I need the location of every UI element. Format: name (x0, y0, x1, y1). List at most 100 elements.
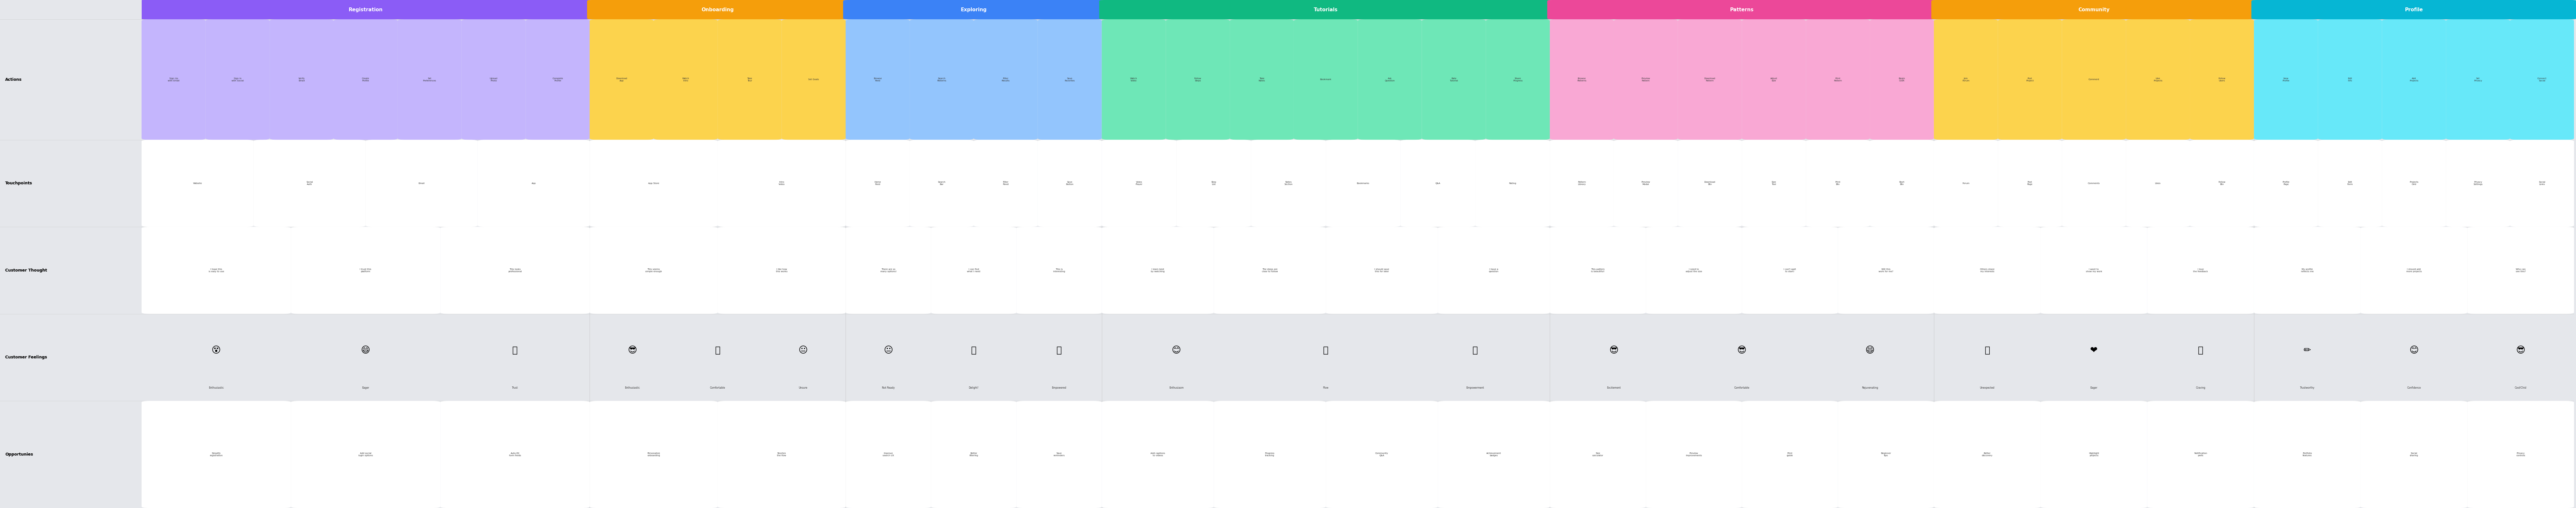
Text: Sign Up
with Email: Sign Up with Email (167, 77, 180, 82)
Text: Onboarding: Onboarding (701, 7, 734, 12)
Text: Projects
Grid: Projects Grid (2409, 181, 2419, 185)
FancyBboxPatch shape (2190, 19, 2254, 140)
FancyBboxPatch shape (1935, 140, 1999, 227)
FancyBboxPatch shape (252, 140, 366, 227)
FancyBboxPatch shape (1401, 140, 1476, 227)
Text: Download
App: Download App (616, 77, 626, 82)
Text: Registration: Registration (348, 7, 384, 12)
Text: My profile
reflects me: My profile reflects me (2300, 268, 2313, 272)
Text: Privacy
Settings: Privacy Settings (2473, 181, 2483, 185)
FancyBboxPatch shape (2061, 140, 2125, 227)
Text: This pattern
is beautiful!: This pattern is beautiful! (1592, 268, 1605, 272)
Text: The steps are
clear to follow: The steps are clear to follow (1262, 268, 1278, 272)
Text: Craving: Craving (2195, 387, 2205, 389)
FancyBboxPatch shape (1358, 19, 1422, 140)
FancyBboxPatch shape (1167, 19, 1229, 140)
FancyBboxPatch shape (477, 140, 590, 227)
Text: Eager: Eager (2089, 387, 2097, 389)
Text: I should save
this for later: I should save this for later (1376, 268, 1388, 272)
Text: Set Goals: Set Goals (809, 79, 819, 81)
Text: Pattern
Library: Pattern Library (1579, 181, 1587, 185)
Text: Start
Btn: Start Btn (1899, 181, 1904, 185)
FancyBboxPatch shape (1100, 0, 1553, 19)
Text: ❤️: ❤️ (2089, 346, 2097, 355)
FancyBboxPatch shape (526, 19, 590, 140)
Text: Excitement: Excitement (1607, 387, 1620, 389)
Text: Notification
prefs: Notification prefs (2195, 452, 2208, 457)
FancyBboxPatch shape (1677, 140, 1741, 227)
Text: Beginner
tips: Beginner tips (1880, 452, 1891, 457)
FancyBboxPatch shape (1177, 140, 1252, 227)
Text: This is
interesting: This is interesting (1054, 268, 1064, 272)
FancyBboxPatch shape (845, 227, 930, 314)
FancyBboxPatch shape (1837, 227, 1935, 314)
Text: I need to
adjust the size: I need to adjust the size (1685, 268, 1703, 272)
Text: Comments: Comments (2089, 182, 2099, 184)
FancyBboxPatch shape (1646, 227, 1741, 314)
Text: This looks
professional: This looks professional (507, 268, 523, 272)
Text: Privacy
controls: Privacy controls (2517, 452, 2524, 457)
Text: 😵: 😵 (211, 346, 222, 355)
FancyBboxPatch shape (1422, 19, 1486, 140)
Text: I should add
more projects: I should add more projects (2406, 268, 2421, 272)
Text: I can find
what I need: I can find what I need (966, 268, 981, 272)
Text: Customer Thought: Customer Thought (5, 268, 46, 272)
Text: ✏️: ✏️ (2303, 346, 2311, 355)
Text: Print
Btn: Print Btn (1834, 181, 1839, 185)
FancyBboxPatch shape (654, 19, 719, 140)
FancyBboxPatch shape (270, 19, 335, 140)
FancyBboxPatch shape (2254, 140, 2318, 227)
FancyBboxPatch shape (590, 227, 719, 314)
FancyBboxPatch shape (2190, 140, 2254, 227)
Text: Set
Privacy: Set Privacy (2473, 77, 2483, 82)
Text: Size
calculator: Size calculator (1592, 452, 1602, 457)
Bar (0, 0, 142, 508)
FancyBboxPatch shape (1806, 140, 1870, 227)
Text: Tutorials: Tutorials (1314, 7, 1337, 12)
Text: Step
List: Step List (1211, 181, 1216, 185)
Text: Better
discovery: Better discovery (1981, 452, 1994, 457)
Text: Create
Profile: Create Profile (361, 77, 368, 82)
FancyBboxPatch shape (142, 19, 206, 140)
Text: Opportunies: Opportunies (5, 452, 33, 457)
Text: Website: Website (193, 182, 201, 184)
Text: Upload
Photo: Upload Photo (489, 77, 497, 82)
FancyBboxPatch shape (1327, 227, 1437, 314)
FancyBboxPatch shape (1486, 19, 1551, 140)
Text: App: App (531, 182, 536, 184)
FancyBboxPatch shape (909, 19, 974, 140)
Text: Add
Projects: Add Projects (2409, 77, 2419, 82)
Text: Community: Community (2079, 7, 2110, 12)
FancyBboxPatch shape (1741, 140, 1806, 227)
FancyBboxPatch shape (590, 19, 654, 140)
Text: I love
the feedback: I love the feedback (2192, 268, 2208, 272)
FancyBboxPatch shape (397, 19, 461, 140)
Text: Touchpoints: Touchpoints (5, 181, 33, 185)
FancyBboxPatch shape (1437, 227, 1551, 314)
Text: Progress
tracking: Progress tracking (1265, 452, 1275, 457)
FancyBboxPatch shape (590, 140, 719, 227)
Text: Take
Tour: Take Tour (747, 77, 752, 82)
Text: I hope this
is easy to use: I hope this is easy to use (209, 268, 224, 272)
FancyBboxPatch shape (1837, 401, 1935, 508)
FancyBboxPatch shape (1548, 0, 1937, 19)
FancyBboxPatch shape (1038, 19, 1103, 140)
Text: Enthusiastic: Enthusiastic (209, 387, 224, 389)
FancyBboxPatch shape (1018, 227, 1103, 314)
FancyBboxPatch shape (1677, 19, 1741, 140)
Text: ✅: ✅ (716, 346, 721, 355)
Text: Take
Notes: Take Notes (1260, 77, 1265, 82)
FancyBboxPatch shape (845, 140, 909, 227)
Text: Video
Player: Video Player (1136, 181, 1144, 185)
Text: Actions: Actions (5, 77, 21, 82)
Text: Unexpected: Unexpected (1981, 387, 1994, 389)
FancyBboxPatch shape (2360, 227, 2468, 314)
FancyBboxPatch shape (2383, 19, 2447, 140)
FancyBboxPatch shape (1327, 401, 1437, 508)
Text: Connect
Social: Connect Social (2537, 77, 2548, 82)
FancyBboxPatch shape (587, 0, 848, 19)
FancyBboxPatch shape (1103, 401, 1213, 508)
Text: Edit
Info: Edit Info (2347, 77, 2352, 82)
FancyBboxPatch shape (2148, 401, 2254, 508)
Text: Auto-fill
form fields: Auto-fill form fields (510, 452, 520, 457)
